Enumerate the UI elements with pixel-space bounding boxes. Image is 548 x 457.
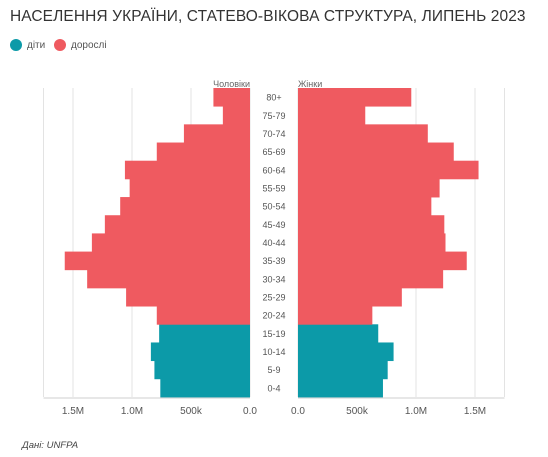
bar-women-40-44 — [298, 233, 446, 252]
bar-men-15-19 — [159, 324, 250, 343]
legend-item-adults[interactable]: дорослі — [54, 39, 107, 51]
bar-men-80+ — [213, 88, 250, 107]
bar-women-70-74 — [298, 124, 428, 143]
bar-men-70-74 — [183, 124, 250, 143]
bar-men-10-14 — [150, 342, 250, 362]
bar-women-5-9 — [298, 360, 388, 380]
bar-men-30-34 — [87, 269, 250, 289]
bar-women-25-29 — [298, 287, 402, 307]
age-label: 30-34 — [262, 274, 285, 284]
age-label: 65-69 — [262, 147, 285, 157]
bar-men-35-39 — [64, 251, 251, 271]
bar-men-0-4 — [160, 378, 250, 398]
x-tick-label: 1.0M — [405, 406, 427, 417]
chart-title: НАСЕЛЕННЯ УКРАЇНИ, СТАТЕВО-ВІКОВА СТРУКТ… — [10, 8, 526, 25]
bar-women-0-4 — [298, 378, 383, 398]
bar-women-60-64 — [298, 160, 479, 180]
age-label: 55-59 — [262, 183, 285, 193]
age-label: 45-49 — [262, 220, 285, 230]
bar-women-45-49 — [298, 215, 445, 234]
bar-men-45-49 — [104, 215, 250, 234]
legend-swatch-children — [10, 39, 22, 51]
x-tick-label: 500k — [180, 406, 203, 417]
panel-label-women: Жінки — [298, 79, 322, 89]
bar-women-80+ — [298, 88, 412, 107]
bar-women-10-14 — [298, 342, 394, 362]
bar-men-5-9 — [154, 360, 250, 380]
bar-women-65-69 — [298, 142, 454, 162]
bar-men-75-79 — [222, 106, 250, 125]
x-tick-label: 0.0 — [291, 406, 305, 417]
age-label: 5-9 — [267, 365, 280, 375]
age-label: 0-4 — [267, 383, 280, 393]
x-tick-label: 0.0 — [243, 406, 257, 417]
bar-women-35-39 — [298, 251, 467, 271]
bar-men-55-59 — [129, 178, 250, 198]
bar-men-25-29 — [126, 287, 250, 307]
age-label: 15-19 — [262, 329, 285, 339]
age-label: 40-44 — [262, 238, 285, 248]
age-label: 25-29 — [262, 293, 285, 303]
source-note: Дані: UNFPA — [22, 440, 79, 451]
x-tick-label: 1.5M — [62, 406, 84, 417]
bar-men-40-44 — [91, 233, 250, 252]
bar-women-30-34 — [298, 269, 444, 289]
age-label: 75-79 — [262, 111, 285, 121]
bar-women-50-54 — [298, 197, 432, 216]
x-tick-label: 500k — [346, 406, 369, 417]
age-label: 50-54 — [262, 202, 285, 212]
bar-men-20-24 — [156, 306, 250, 325]
x-tick-label: 1.0M — [121, 406, 143, 417]
bar-men-50-54 — [120, 197, 250, 216]
legend-label-children: діти — [27, 39, 46, 51]
bar-women-75-79 — [298, 106, 366, 125]
bar-women-20-24 — [298, 306, 373, 325]
legend-swatch-adults — [54, 39, 66, 51]
age-label: 10-14 — [262, 347, 285, 357]
age-label: 20-24 — [262, 311, 285, 321]
age-label: 60-64 — [262, 165, 285, 175]
age-label: 70-74 — [262, 129, 285, 139]
bar-women-55-59 — [298, 178, 440, 198]
bar-men-65-69 — [156, 142, 250, 162]
age-label: 35-39 — [262, 256, 285, 266]
panel-label-men: Чоловіки — [213, 79, 250, 89]
x-tick-label: 1.5M — [464, 406, 486, 417]
age-label: 80+ — [266, 93, 281, 103]
bar-women-15-19 — [298, 324, 379, 343]
bar-men-60-64 — [124, 160, 250, 180]
legend-label-adults: дорослі — [71, 39, 107, 51]
legend-item-children[interactable]: діти — [10, 39, 45, 51]
